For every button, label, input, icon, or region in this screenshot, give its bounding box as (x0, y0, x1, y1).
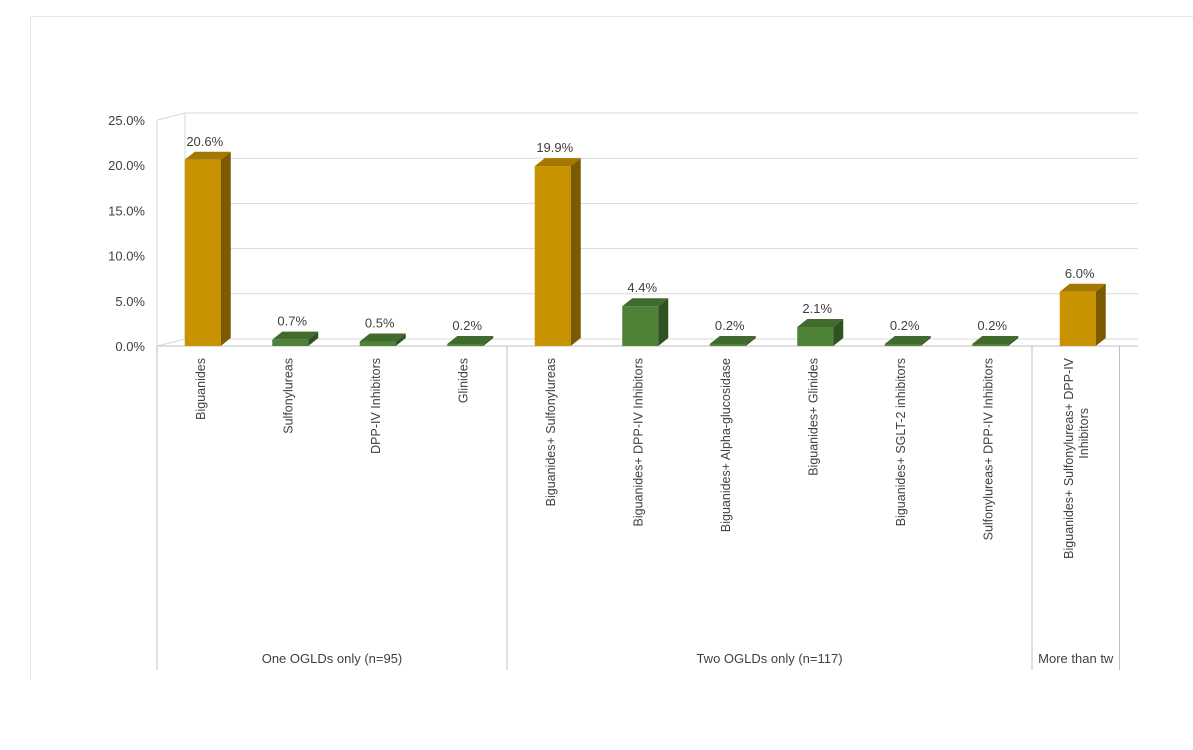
data-label: 0.2% (977, 318, 1007, 333)
data-label: 0.5% (365, 315, 395, 330)
data-label: 20.6% (186, 134, 223, 149)
y-tick-label: 25.0% (108, 113, 145, 128)
bar-side (220, 151, 231, 346)
group-label: More than tw (1038, 651, 1114, 666)
y-tick-label: 5.0% (115, 294, 145, 309)
bar-top (272, 331, 319, 340)
data-label: 0.2% (452, 318, 482, 333)
bar-top (797, 319, 844, 328)
category-label: Biguanides (194, 358, 208, 420)
bar-side (1008, 336, 1019, 346)
category-label: Biguanides+ Alpha-glucosidase (719, 358, 733, 532)
side-wall-top (156, 112, 186, 121)
category-label: Glinides (456, 358, 470, 403)
bar-top (184, 151, 231, 160)
bar-top (622, 298, 669, 307)
group-label: One OGLDs only (n=95) (262, 651, 403, 666)
bar-side (308, 331, 319, 346)
category-label: Biguanides+ Sulfonylureas+ DPP-IVInhibit… (1062, 357, 1091, 558)
bar-side (658, 298, 669, 346)
bar-side (395, 333, 406, 346)
floor-edge (156, 338, 186, 347)
category-label: Sulfonylureas (281, 358, 295, 434)
bar (797, 327, 834, 346)
bar (709, 344, 746, 346)
bar (447, 344, 484, 346)
bar (184, 159, 221, 346)
bar-side (833, 319, 844, 346)
data-label: 0.7% (277, 314, 307, 329)
bar (622, 306, 659, 346)
bar-top (534, 158, 581, 167)
data-label: 6.0% (1065, 266, 1095, 281)
y-tick-label: 20.0% (108, 158, 145, 173)
group-label: Two OGLDs only (n=117) (696, 651, 842, 666)
data-label: 4.4% (627, 280, 657, 295)
data-label: 0.2% (715, 318, 745, 333)
bar-side (483, 336, 494, 346)
bar-top (447, 336, 494, 344)
plot-area: 0.0% 5.0% 10.0% 15.0% 20.0% 25.0% One OGLDs on… (108, 112, 1138, 670)
bar-top (972, 336, 1019, 344)
bar-top (709, 336, 756, 344)
bar-top (359, 333, 406, 342)
data-label: 2.1% (802, 301, 832, 316)
chart-frame (30, 16, 1193, 680)
bar-side (570, 158, 581, 346)
bar (359, 341, 396, 346)
bar-side (745, 336, 756, 346)
bar-top (1059, 283, 1106, 292)
bar (272, 339, 309, 346)
data-label: 19.9% (536, 140, 573, 155)
y-tick-label: 15.0% (108, 203, 145, 218)
y-tick-label: 0.0% (115, 339, 145, 354)
category-label: Biguanides+ SGLT-2 inhibitors (894, 358, 908, 526)
bar (534, 166, 571, 346)
bar (1059, 291, 1096, 346)
category-label: Biguanides+ Sulfonylureas (544, 358, 558, 506)
category-label: Sulfonylureas+ DPP-IV Inhibitors (981, 358, 995, 540)
bar (972, 344, 1009, 346)
bar-side (1095, 283, 1106, 346)
bar-side (920, 336, 931, 346)
category-label: DPP-IV Inhibitors (369, 358, 383, 454)
bar-top (884, 336, 931, 344)
bar (884, 344, 921, 346)
y-tick-label: 10.0% (108, 249, 145, 264)
category-label: Biguanides+ Glinides (806, 358, 820, 476)
data-label: 0.2% (890, 318, 920, 333)
category-label: Biguanides+ DPP-IV Inhibitors (631, 358, 645, 527)
